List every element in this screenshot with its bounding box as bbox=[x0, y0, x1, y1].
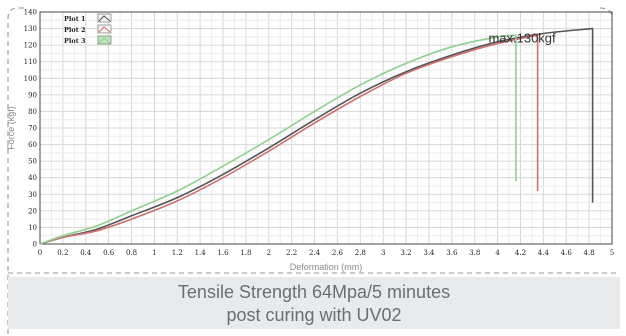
x-tick-label: 3.4 bbox=[423, 249, 435, 257]
max-force-annotation: max.130kgf bbox=[488, 31, 556, 46]
x-tick-label: 0.2 bbox=[57, 249, 68, 257]
x-tick-label: 2 bbox=[267, 249, 271, 257]
legend-line bbox=[98, 15, 111, 22]
caption-line-2: post curing with UV02 bbox=[226, 305, 402, 325]
x-tick-label: 4.4 bbox=[538, 249, 550, 257]
y-tick-label: 110 bbox=[24, 58, 37, 66]
x-tick-label: 0.4 bbox=[80, 249, 92, 257]
legend-swatch bbox=[97, 35, 112, 45]
x-tick-label: 4 bbox=[495, 249, 500, 257]
x-tick-label: 2.8 bbox=[355, 249, 366, 257]
x-tick-label: 1.6 bbox=[217, 249, 229, 257]
legend-swatch bbox=[97, 24, 112, 34]
series-line-plot-3 bbox=[39, 34, 517, 245]
legend-line bbox=[98, 26, 111, 33]
x-tick-label: 0.8 bbox=[126, 249, 137, 257]
x-tick-label: 0 bbox=[38, 249, 42, 257]
x-tick-label: 0.6 bbox=[103, 249, 115, 257]
y-tick-label: 90 bbox=[28, 91, 37, 99]
x-tick-label: 2.2 bbox=[286, 249, 297, 257]
y-tick-label: 20 bbox=[28, 207, 37, 215]
x-tick-label: 3.2 bbox=[401, 249, 412, 257]
x-tick-label: 3 bbox=[381, 249, 385, 257]
y-tick-label: 0 bbox=[33, 241, 37, 249]
chart-legend: Plot 1 Plot 2 Plot 3 bbox=[64, 13, 112, 45]
x-tick-label: 2.4 bbox=[309, 249, 321, 257]
x-tick-label: 4.8 bbox=[584, 249, 595, 257]
series-line-plot-1 bbox=[39, 27, 594, 245]
x-tick-label: 1 bbox=[152, 249, 156, 257]
y-tick-label: 50 bbox=[28, 158, 37, 166]
legend-label: Plot 1 bbox=[64, 15, 85, 23]
y-tick-label: 30 bbox=[28, 191, 37, 199]
x-tick-label: 3.6 bbox=[446, 249, 458, 257]
chart-grid bbox=[39, 11, 613, 245]
x-axis-label: Deformation (mm) bbox=[290, 262, 363, 272]
x-tick-labels: 0 0.2 0.4 0.6 0.8 1 1.2 1.4 1.6 1.8 2 2.2 2.4 2.6 2.8 3… bbox=[38, 249, 614, 257]
x-tick-label: 1.4 bbox=[195, 249, 207, 257]
series-line-plot-2 bbox=[39, 34, 539, 245]
y-tick-label: 140 bbox=[24, 9, 37, 17]
y-tick-label: 70 bbox=[28, 125, 37, 133]
legend-swatch bbox=[97, 13, 112, 23]
series-layer bbox=[39, 27, 594, 245]
y-tick-label: 60 bbox=[28, 141, 37, 149]
x-tick-label: 1.2 bbox=[172, 249, 183, 257]
chart-caption: Tensile Strength 64Mpa/5 minutes post cu… bbox=[8, 277, 620, 329]
x-tick-label: 4.2 bbox=[515, 249, 526, 257]
y-tick-label: 10 bbox=[28, 224, 37, 232]
y-tick-label: 130 bbox=[24, 25, 37, 33]
caption-line-1: Tensile Strength 64Mpa/5 minutes bbox=[177, 282, 451, 302]
y-tick-label: 40 bbox=[28, 174, 37, 182]
y-tick-labels: 0 10 20 30 40 50 60 70 80 90 100 110 120 130 140 bbox=[24, 9, 37, 249]
y-tick-label: 100 bbox=[24, 75, 37, 83]
x-tick-label: 3.8 bbox=[469, 249, 480, 257]
x-tick-label: 1.8 bbox=[240, 249, 251, 257]
legend-label: Plot 3 bbox=[64, 37, 86, 45]
y-axis-label: Force (kgf) bbox=[6, 106, 16, 150]
tensile-chart: 0 0.2 0.4 0.6 0.8 1 1.2 1.4 1.6 1.8 2 2.2 2.4 2.6 2.8 3… bbox=[6, 9, 614, 273]
y-tick-label: 120 bbox=[24, 42, 37, 50]
plot-area-border bbox=[39, 11, 613, 245]
x-tick-label: 2.6 bbox=[332, 249, 344, 257]
legend-line bbox=[98, 37, 111, 44]
x-tick-label: 4.6 bbox=[561, 249, 573, 257]
legend-label: Plot 2 bbox=[64, 26, 85, 34]
x-tick-label: 5 bbox=[610, 249, 614, 257]
y-tick-label: 80 bbox=[28, 108, 37, 116]
